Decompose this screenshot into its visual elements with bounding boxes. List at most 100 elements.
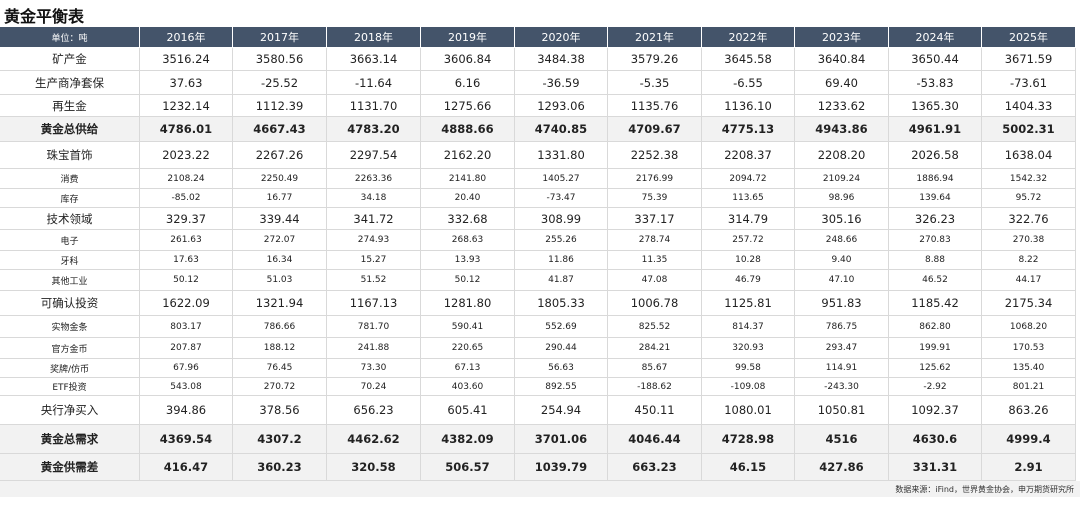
table-cell: 70.24 xyxy=(327,378,421,396)
table-cell: 188.12 xyxy=(233,338,327,359)
table-cell: 1112.39 xyxy=(233,95,327,117)
table-cell: 95.72 xyxy=(982,189,1076,208)
table-cell: 5002.31 xyxy=(982,117,1076,142)
table-cell: 261.63 xyxy=(140,230,233,251)
table-cell: 139.64 xyxy=(889,189,982,208)
row-label: 再生金 xyxy=(0,95,140,117)
table-cell: 3640.84 xyxy=(795,48,889,71)
table-cell: 1275.66 xyxy=(421,95,515,117)
table-cell: 329.37 xyxy=(140,208,233,230)
table-cell: 1321.94 xyxy=(233,291,327,316)
table-cell: 114.91 xyxy=(795,359,889,378)
table-cell: 339.44 xyxy=(233,208,327,230)
table-cell: 2141.80 xyxy=(421,169,515,189)
source-note: 数据来源：iFind，世界黄金协会，申万期货研究所 xyxy=(0,481,1080,497)
table-cell: 801.21 xyxy=(982,378,1076,396)
table-cell: 37.63 xyxy=(140,71,233,95)
table-cell: 257.72 xyxy=(702,230,795,251)
table-cell: 416.47 xyxy=(140,454,233,481)
row-label: 矿产金 xyxy=(0,48,140,71)
row-label: 牙科 xyxy=(0,251,140,270)
table-cell: 3671.59 xyxy=(982,48,1076,71)
table-cell: 305.16 xyxy=(795,208,889,230)
table-cell: 1542.32 xyxy=(982,169,1076,189)
table-cell: 67.13 xyxy=(421,359,515,378)
table-cell: 6.16 xyxy=(421,71,515,95)
table-cell: 2208.37 xyxy=(702,142,795,169)
table-cell: 1805.33 xyxy=(515,291,608,316)
table-cell: 403.60 xyxy=(421,378,515,396)
table-cell: -11.64 xyxy=(327,71,421,95)
table-cell: 4516 xyxy=(795,425,889,454)
table-cell: 8.22 xyxy=(982,251,1076,270)
table-cell: 8.88 xyxy=(889,251,982,270)
year-header: 2017年 xyxy=(233,27,327,48)
table-cell: -53.83 xyxy=(889,71,982,95)
table-cell: 16.77 xyxy=(233,189,327,208)
table-cell: 892.55 xyxy=(515,378,608,396)
table-cell: 270.38 xyxy=(982,230,1076,251)
table-cell: 4943.86 xyxy=(795,117,889,142)
table-cell: 552.69 xyxy=(515,316,608,338)
table-cell: 268.63 xyxy=(421,230,515,251)
table-cell: 50.12 xyxy=(421,270,515,291)
row-label: 生产商净套保 xyxy=(0,71,140,95)
year-header: 2023年 xyxy=(795,27,889,48)
table-cell: 3580.56 xyxy=(233,48,327,71)
table-cell: 113.65 xyxy=(702,189,795,208)
table-cell: 331.31 xyxy=(889,454,982,481)
table-cell: 326.23 xyxy=(889,208,982,230)
table-cell: 4369.54 xyxy=(140,425,233,454)
table-cell: 46.15 xyxy=(702,454,795,481)
table-cell: 4709.67 xyxy=(608,117,702,142)
table-cell: 290.44 xyxy=(515,338,608,359)
table-cell: 1068.20 xyxy=(982,316,1076,338)
table-cell: 320.58 xyxy=(327,454,421,481)
row-label: 消费 xyxy=(0,169,140,189)
table-cell: 46.79 xyxy=(702,270,795,291)
table-cell: 98.96 xyxy=(795,189,889,208)
table-cell: 270.83 xyxy=(889,230,982,251)
table-cell: -109.08 xyxy=(702,378,795,396)
row-label: 可确认投资 xyxy=(0,291,140,316)
table-cell: 394.86 xyxy=(140,396,233,425)
table-cell: 656.23 xyxy=(327,396,421,425)
table-cell: 1233.62 xyxy=(795,95,889,117)
table-cell: 10.28 xyxy=(702,251,795,270)
table-cell: 2252.38 xyxy=(608,142,702,169)
table-cell: 254.94 xyxy=(515,396,608,425)
row-label: 库存 xyxy=(0,189,140,208)
unit-header: 单位：吨 xyxy=(0,27,140,48)
table-cell: 786.66 xyxy=(233,316,327,338)
table-cell: 4667.43 xyxy=(233,117,327,142)
table-cell: 284.21 xyxy=(608,338,702,359)
table-cell: 322.76 xyxy=(982,208,1076,230)
table-cell: 786.75 xyxy=(795,316,889,338)
row-label: 黄金总需求 xyxy=(0,425,140,454)
table-cell: 2026.58 xyxy=(889,142,982,169)
table-cell: 1232.14 xyxy=(140,95,233,117)
table-cell: 75.39 xyxy=(608,189,702,208)
table-cell: 2023.22 xyxy=(140,142,233,169)
table-cell: 1365.30 xyxy=(889,95,982,117)
table-cell: 1006.78 xyxy=(608,291,702,316)
table-cell: 11.35 xyxy=(608,251,702,270)
year-header: 2024年 xyxy=(889,27,982,48)
table-cell: 3606.84 xyxy=(421,48,515,71)
table-cell: 278.74 xyxy=(608,230,702,251)
table-cell: 450.11 xyxy=(608,396,702,425)
row-label: 官方金币 xyxy=(0,338,140,359)
table-cell: 34.18 xyxy=(327,189,421,208)
table-cell: 41.87 xyxy=(515,270,608,291)
table-cell: 320.93 xyxy=(702,338,795,359)
table-cell: 2297.54 xyxy=(327,142,421,169)
row-label: ETF投资 xyxy=(0,378,140,396)
table-cell: 9.40 xyxy=(795,251,889,270)
table-cell: 85.67 xyxy=(608,359,702,378)
table-cell: 274.93 xyxy=(327,230,421,251)
table-cell: -2.92 xyxy=(889,378,982,396)
table-cell: -5.35 xyxy=(608,71,702,95)
table-cell: 4786.01 xyxy=(140,117,233,142)
table-cell: 1638.04 xyxy=(982,142,1076,169)
